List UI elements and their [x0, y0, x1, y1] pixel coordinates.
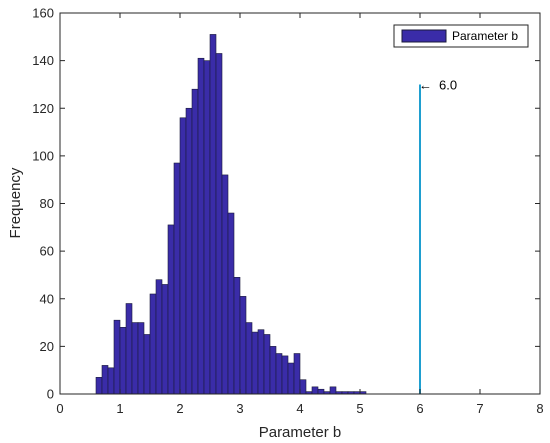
annotation-6-0: ← 6.0	[419, 77, 457, 92]
histogram-bar	[155, 279, 163, 395]
x-tick-label: 4	[296, 401, 303, 416]
histogram-bar	[185, 107, 193, 395]
histogram-bar	[173, 162, 181, 395]
histogram-bar	[119, 327, 127, 395]
histogram-bar	[215, 53, 223, 395]
histogram-bar	[203, 60, 211, 395]
histogram-bar	[191, 88, 199, 395]
histogram-bar	[227, 212, 235, 395]
x-tick-label: 3	[236, 401, 243, 416]
histogram-bar	[95, 377, 103, 395]
histogram-bar	[263, 334, 271, 395]
y-ticks-group: 0 20 40 60 80 100 120 140 160	[32, 6, 540, 402]
x-tick-label: 0	[56, 401, 63, 416]
histogram-bar	[257, 329, 265, 395]
legend-entry-label: Parameter b	[452, 29, 518, 43]
histogram-bar	[221, 174, 229, 395]
histogram-bar	[287, 362, 295, 395]
histogram-bar	[125, 303, 133, 395]
legend: Parameter b	[393, 24, 529, 48]
histogram-bar	[293, 353, 301, 395]
histogram-bar	[311, 386, 319, 395]
y-tick-label: 60	[40, 244, 54, 259]
x-tick-label: 7	[476, 401, 483, 416]
y-tick-label: 80	[40, 196, 54, 211]
histogram-bar	[275, 353, 283, 395]
histogram-bar	[161, 284, 169, 395]
x-tick-label: 5	[356, 401, 363, 416]
y-tick-label: 40	[40, 291, 54, 306]
histogram-bar	[107, 367, 115, 395]
x-axis-label: Parameter b	[259, 424, 342, 441]
y-tick-label: 140	[32, 53, 54, 68]
histogram-bar	[329, 386, 337, 395]
histogram-bar	[179, 117, 187, 395]
x-ticks-group: 0 1 2 3 4 5 6 7 8	[56, 13, 544, 416]
y-tick-label: 160	[32, 6, 54, 21]
y-tick-label: 0	[47, 387, 54, 402]
histogram-bar	[251, 331, 259, 395]
histogram-bar	[131, 322, 139, 395]
histogram-bar	[281, 355, 289, 395]
histogram-bar	[113, 319, 121, 395]
histogram-bar	[167, 224, 175, 395]
y-tick-label: 120	[32, 101, 54, 116]
annotation-label: 6.0	[439, 77, 457, 92]
y-tick-label: 100	[32, 148, 54, 163]
histogram-bar	[269, 346, 277, 395]
histogram-bar	[143, 334, 151, 395]
histogram-bar	[137, 322, 145, 395]
legend-swatch	[401, 29, 447, 43]
histogram-bar	[209, 34, 217, 395]
x-tick-label: 2	[176, 401, 183, 416]
annotation-arrow: ←	[419, 77, 432, 92]
histogram-bar	[197, 57, 205, 395]
x-tick-label: 8	[536, 401, 543, 416]
histogram-bar	[239, 296, 247, 395]
histogram-bar	[149, 293, 157, 395]
y-tick-label: 20	[40, 339, 54, 354]
histogram-bar	[101, 365, 109, 395]
histogram-bar	[299, 379, 307, 395]
x-tick-label: 1	[116, 401, 123, 416]
histogram-bar	[233, 277, 241, 395]
histogram-bar	[245, 322, 253, 395]
histogram-bar	[317, 388, 325, 395]
y-axis-label: Frequency	[7, 167, 24, 238]
x-tick-label: 6	[416, 401, 423, 416]
